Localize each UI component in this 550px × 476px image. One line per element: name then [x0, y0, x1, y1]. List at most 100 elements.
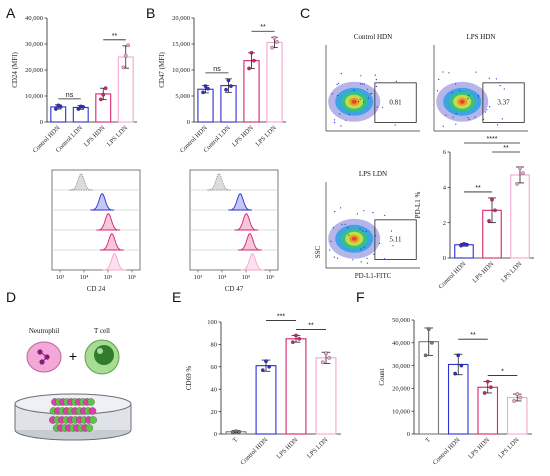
significance-label: *** [277, 313, 285, 320]
data-point [482, 391, 487, 395]
flow-event-dot [360, 261, 362, 263]
flow-event-dot [384, 214, 386, 216]
flow-event-dot [455, 83, 457, 85]
bar [197, 88, 214, 123]
data-point [485, 379, 490, 384]
flow-event-dot [336, 95, 339, 97]
flow-event-dot [353, 89, 355, 91]
x-tick-label: Control HDN [432, 436, 462, 466]
data-point [252, 58, 256, 63]
flow-event-dot [372, 212, 374, 214]
data-point [327, 355, 332, 360]
flow-event-dot [336, 83, 338, 85]
culture-dish-icon [14, 393, 132, 441]
x-tick-label: LPS LDN [254, 124, 278, 148]
data-point [58, 104, 63, 109]
data-point [226, 78, 231, 83]
histogram-curve [237, 233, 262, 251]
data-point [270, 45, 274, 50]
histogram-curve [102, 253, 127, 271]
data-point [123, 53, 128, 58]
flow-event-dot [365, 230, 367, 232]
flow-event-dot [363, 83, 365, 85]
x-tick-label: 10³ [56, 274, 65, 281]
data-point [493, 208, 497, 213]
tcell-label: T cell [94, 327, 110, 335]
data-point [201, 90, 205, 95]
histogram-curve [240, 253, 265, 271]
x-axis-label: CD 47 [225, 285, 244, 293]
data-point [324, 351, 328, 356]
x-tick-label: LPS LDN [500, 260, 524, 284]
data-point [249, 50, 254, 55]
flow-event-dot [459, 90, 461, 92]
panel-letter-a: A [6, 5, 16, 21]
data-point [126, 43, 130, 48]
data-point [459, 243, 463, 248]
data-point [264, 359, 268, 364]
flow-event-dot [375, 79, 377, 81]
x-axis-label: CD 24 [87, 285, 106, 293]
flow-event-dot [363, 246, 365, 248]
panel-letter-d: D [6, 289, 16, 305]
flow-gate [482, 82, 525, 123]
flow-event-dot [503, 88, 505, 90]
flow-event-dot [352, 259, 354, 261]
significance-label: ** [503, 145, 509, 152]
panel-letter-b: B [146, 5, 155, 21]
significance-label: ns [66, 92, 74, 99]
data-point [512, 399, 516, 403]
data-point [267, 364, 272, 369]
y-tick-label: 4 [443, 185, 447, 192]
data-point [260, 368, 265, 373]
flow-event-dot [367, 88, 369, 90]
flow-event-dot [360, 75, 362, 77]
data-point [489, 385, 493, 390]
y-tick-label: 40 [211, 386, 218, 393]
data-point [206, 86, 210, 91]
data-point [465, 242, 469, 247]
significance-label: ** [470, 332, 476, 339]
flow-event-dot [442, 71, 444, 73]
flow-event-dot [376, 106, 378, 108]
x-tick-label: LPS HDN [471, 260, 495, 284]
panel-letter-c: C [300, 5, 310, 21]
flow-event-dot [477, 94, 479, 97]
bar [315, 357, 337, 435]
y-tick-label: 15,000 [172, 41, 190, 48]
flow-density-blob [351, 236, 357, 241]
x-tick-label: LPS HDN [275, 436, 299, 460]
data-point [297, 336, 302, 341]
y-tick-label: 0 [214, 431, 217, 438]
y-tick-label: 5,000 [175, 93, 190, 100]
tcell-nucleus-icon [94, 345, 114, 365]
plus-sign: + [69, 348, 77, 364]
flow-event-dot [366, 262, 368, 264]
y-axis-label: PD-L1 % [414, 192, 422, 219]
flow-event-dot [331, 93, 333, 95]
histogram-curve [99, 233, 124, 251]
histogram-curve [234, 213, 259, 231]
flow-gate [374, 219, 417, 260]
significance-label: ** [308, 322, 314, 329]
flow-event-dot [341, 224, 343, 226]
y-tick-label: 20,000 [172, 15, 190, 22]
flow-event-dot [390, 230, 393, 232]
flow-event-dot [438, 78, 440, 80]
flow-event-dot [501, 118, 503, 120]
flow-event-dot [445, 114, 447, 116]
y-tick-label: 10,000 [25, 93, 43, 100]
y-tick-label: 2 [443, 220, 446, 227]
significance-label: ** [475, 185, 481, 192]
flow-event-dot [475, 71, 477, 73]
histogram-curve [69, 173, 93, 191]
flow-event-dot [359, 98, 361, 100]
bar [285, 338, 307, 435]
flow-event-dot [395, 80, 397, 82]
x-tick-label: LPS HDN [83, 124, 107, 148]
flow-event-dot [489, 106, 491, 108]
y-tick-label: 20,000 [392, 386, 410, 393]
flow-event-dot [474, 116, 476, 118]
data-point [515, 392, 520, 396]
y-tick-label: 6 [443, 149, 447, 156]
